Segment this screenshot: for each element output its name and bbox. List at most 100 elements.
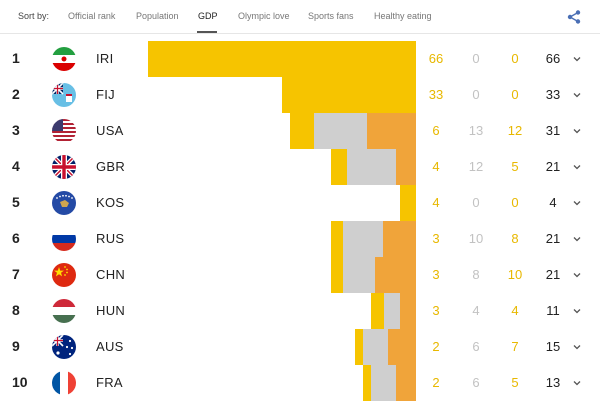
tab-sports-fans[interactable]: Sports fans [308, 11, 354, 21]
flag-icon [52, 335, 76, 359]
tab-gdp[interactable]: GDP [198, 11, 218, 21]
silver-count: 10 [468, 231, 484, 246]
chevron-down-icon[interactable] [572, 90, 582, 100]
rank-number: 9 [12, 338, 20, 354]
silver-segment [371, 365, 396, 401]
medal-bar [363, 365, 416, 401]
flag-icon [52, 155, 76, 179]
flag-icon [52, 263, 76, 287]
flag-icon [52, 299, 76, 323]
gold-count: 3 [432, 231, 440, 246]
bronze-count: 12 [507, 123, 523, 138]
gold-segment [330, 221, 343, 257]
chevron-down-icon[interactable] [572, 126, 582, 136]
tab-official-rank[interactable]: Official rank [68, 11, 116, 21]
silver-count: 13 [468, 123, 484, 138]
gold-count: 33 [428, 87, 444, 102]
table-row[interactable]: 6 RUS 3 10 8 21 [0, 221, 600, 257]
bronze-segment [367, 113, 416, 149]
medal-bar [148, 41, 416, 77]
chevron-down-icon[interactable] [572, 270, 582, 280]
silver-count: 0 [472, 51, 480, 66]
active-tab-indicator [197, 31, 217, 33]
country-code: RUS [96, 231, 125, 246]
table-row[interactable]: 1 IRI 66 0 0 66 [0, 41, 600, 77]
bronze-segment [399, 293, 416, 329]
bronze-count: 4 [511, 303, 519, 318]
silver-count: 8 [472, 267, 480, 282]
country-code: GBR [96, 159, 126, 174]
table-row[interactable]: 5 KOS 4 0 0 4 [0, 185, 600, 221]
gold-segment [290, 113, 315, 149]
rank-number: 8 [12, 302, 20, 318]
rank-number: 4 [12, 158, 20, 174]
tab-population[interactable]: Population [136, 11, 179, 21]
total-count: 15 [545, 339, 561, 354]
chevron-down-icon[interactable] [572, 306, 582, 316]
gold-segment [148, 41, 416, 77]
silver-count: 4 [472, 303, 480, 318]
gold-segment [363, 365, 372, 401]
table-row[interactable]: 8 HUN 3 4 4 11 [0, 293, 600, 329]
chevron-down-icon[interactable] [572, 54, 582, 64]
country-code: HUN [96, 303, 126, 318]
silver-count: 6 [472, 339, 480, 354]
total-count: 21 [545, 267, 561, 282]
chevron-down-icon[interactable] [572, 378, 582, 388]
silver-segment [342, 221, 384, 257]
silver-segment [363, 329, 388, 365]
medal-bar [371, 293, 416, 329]
tab-healthy-eating[interactable]: Healthy eating [374, 11, 432, 21]
sort-label: Sort by: [18, 11, 50, 21]
total-count: 11 [546, 303, 560, 318]
table-row[interactable]: 2 FIJ 33 0 0 33 [0, 77, 600, 113]
gold-count: 2 [432, 375, 440, 390]
silver-segment [314, 113, 368, 149]
flag-icon [52, 47, 76, 71]
silver-count: 0 [472, 195, 480, 210]
chevron-down-icon[interactable] [572, 342, 582, 352]
rank-number: 2 [12, 86, 20, 102]
table-row[interactable]: 10 FRA 2 6 5 13 [0, 365, 600, 401]
gold-segment [282, 77, 416, 113]
table-row[interactable]: 9 AUS 2 6 7 15 [0, 329, 600, 365]
bronze-count: 7 [511, 339, 519, 354]
flag-icon [52, 83, 76, 107]
medal-bar [290, 113, 416, 149]
country-code: CHN [96, 267, 126, 282]
chevron-down-icon[interactable] [572, 234, 582, 244]
table-row[interactable]: 7 CHN 3 8 10 21 [0, 257, 600, 293]
table-row[interactable]: 4 GBR 4 12 5 21 [0, 149, 600, 185]
total-count: 13 [545, 375, 561, 390]
total-count: 4 [549, 195, 557, 210]
gold-segment [330, 257, 343, 293]
silver-count: 6 [472, 375, 480, 390]
medal-bar [330, 221, 416, 257]
gold-segment [355, 329, 364, 365]
bronze-count: 0 [511, 87, 519, 102]
rank-number: 10 [12, 374, 28, 390]
chevron-down-icon[interactable] [572, 198, 582, 208]
bronze-segment [387, 329, 416, 365]
bronze-count: 0 [511, 51, 519, 66]
flag-icon [52, 227, 76, 251]
country-code: KOS [96, 195, 125, 210]
medal-bar [330, 257, 416, 293]
silver-segment [383, 293, 400, 329]
gold-count: 6 [432, 123, 440, 138]
country-code: FIJ [96, 87, 115, 102]
table-row[interactable]: 3 USA 6 13 12 31 [0, 113, 600, 149]
chevron-down-icon[interactable] [572, 162, 582, 172]
bronze-count: 5 [511, 159, 519, 174]
gold-count: 3 [432, 267, 440, 282]
flag-icon [52, 119, 76, 143]
total-count: 21 [545, 231, 561, 246]
rank-number: 6 [12, 230, 20, 246]
country-code: IRI [96, 51, 114, 66]
bronze-segment [395, 365, 416, 401]
gold-count: 4 [432, 159, 440, 174]
medal-bar [399, 185, 416, 221]
tab-olympic-love[interactable]: Olympic love [238, 11, 290, 21]
sort-bar: Sort by: Official rank Population GDP Ol… [0, 0, 600, 34]
share-icon[interactable] [566, 9, 582, 25]
